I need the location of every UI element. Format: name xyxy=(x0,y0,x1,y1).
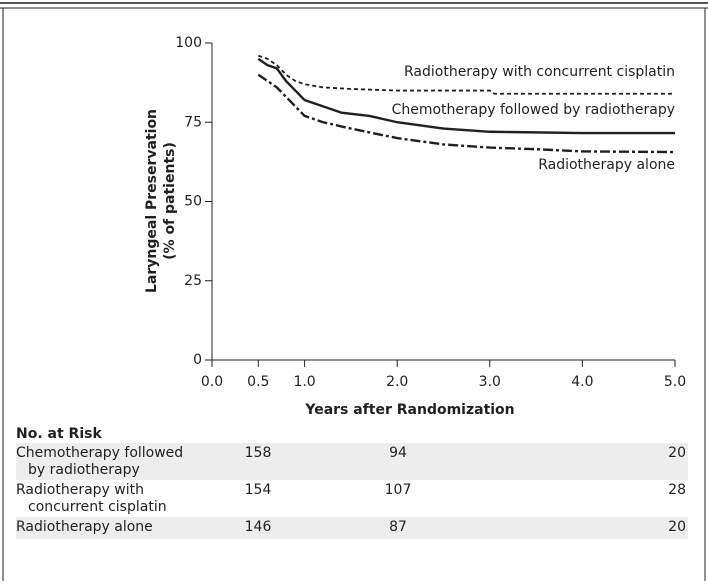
y-axis-label: Laryngeal Preservation xyxy=(144,109,160,293)
y-tick-label: 50 xyxy=(184,194,202,210)
survival-curve xyxy=(257,73,676,154)
risk-count: 107 xyxy=(385,482,412,498)
row-label: Radiotherapy alone xyxy=(16,519,153,535)
y-tick-label: 75 xyxy=(184,114,202,130)
row-background xyxy=(16,443,688,480)
y-tick-label: 0 xyxy=(193,352,202,368)
row-label: concurrent cisplatin xyxy=(28,499,167,515)
risk-count: 154 xyxy=(245,482,272,498)
table-title: No. at Risk xyxy=(16,426,102,442)
risk-count: 158 xyxy=(245,445,272,461)
y-tick-label: 100 xyxy=(175,35,202,51)
x-tick-label: 4.0 xyxy=(571,374,593,390)
x-tick-label: 0.0 xyxy=(201,374,223,390)
x-tick-label: 0.5 xyxy=(247,374,269,390)
x-tick-label: 3.0 xyxy=(479,374,501,390)
curve-label: Radiotherapy alone xyxy=(538,157,675,173)
risk-count: 87 xyxy=(389,519,407,535)
row-label: Chemotherapy followed xyxy=(16,445,183,461)
risk-count: 20 xyxy=(668,445,686,461)
survival-curve xyxy=(258,54,675,95)
curve-label: Chemotherapy followed by radiotherapy xyxy=(392,102,675,118)
x-tick-label: 1.0 xyxy=(293,374,315,390)
risk-count: 146 xyxy=(245,519,272,535)
risk-count: 28 xyxy=(668,482,686,498)
x-axis-label: Years after Randomization xyxy=(304,402,514,418)
row-label: Radiotherapy with xyxy=(16,482,144,498)
x-tick-label: 2.0 xyxy=(386,374,408,390)
y-tick-label: 25 xyxy=(184,273,202,289)
risk-count: 20 xyxy=(668,519,686,535)
row-label: by radiotherapy xyxy=(28,462,140,478)
survival-curve xyxy=(257,57,675,135)
y-axis-label: (% of patients) xyxy=(162,142,178,260)
row-background xyxy=(16,517,688,539)
risk-count: 94 xyxy=(389,445,407,461)
curve-label: Radiotherapy with concurrent cisplatin xyxy=(404,64,675,80)
x-tick-label: 5.0 xyxy=(664,374,686,390)
